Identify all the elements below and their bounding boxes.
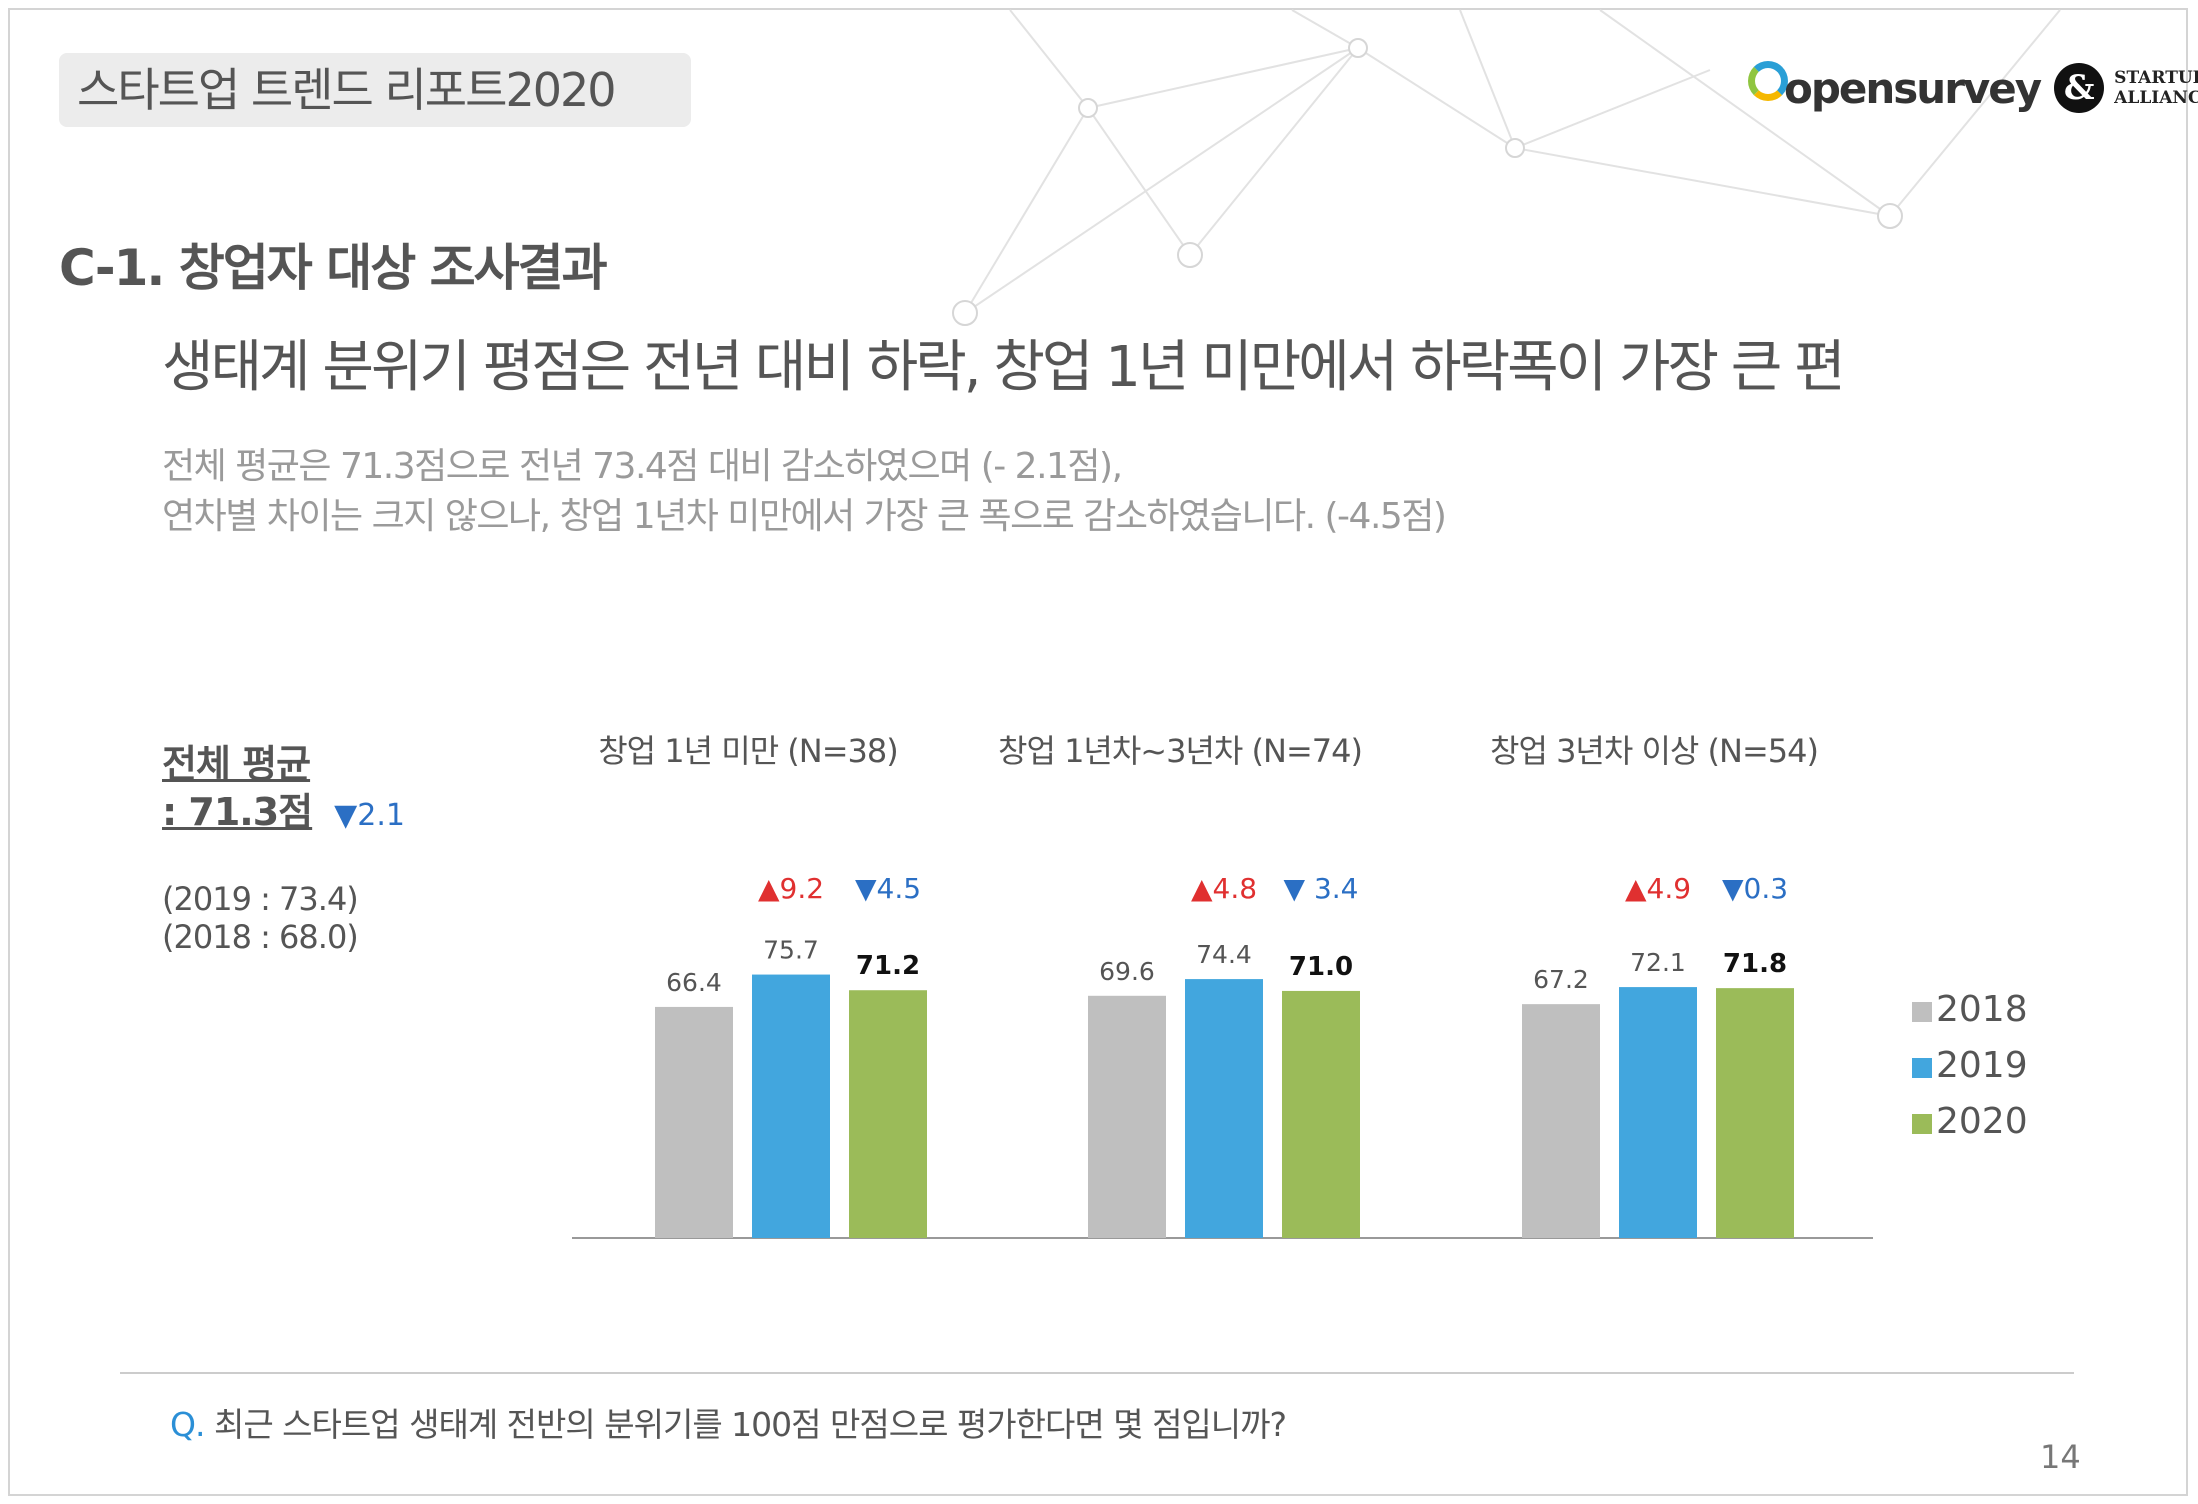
overall-label: 전체 평균 <box>162 742 311 786</box>
change-down-label: ▼0.3 <box>1722 872 1788 905</box>
bar-2018 <box>1522 1004 1600 1238</box>
question-prefix: Q. <box>170 1405 205 1444</box>
prev-2018: (2018 : 68.0) <box>162 918 359 956</box>
category-label: 창업 3년차 이상 (N=54) <box>1490 732 1818 770</box>
bar-2018 <box>1088 995 1166 1238</box>
data-label: 71.8 <box>1723 949 1787 979</box>
data-label: 66.4 <box>666 968 722 997</box>
headline: 생태계 분위기 평점은 전년 대비 하락, 창업 1년 미만에서 하락폭이 가장… <box>162 335 1846 400</box>
ampersand-icon: & <box>2054 63 2105 113</box>
change-up-label: ▲4.8 <box>1191 872 1257 905</box>
network-node <box>952 300 978 326</box>
network-node <box>1078 98 1098 118</box>
bar-2019 <box>752 974 830 1238</box>
divider <box>120 1372 2074 1374</box>
opensurvey-ring-icon <box>1748 61 1788 101</box>
logo: opensurvey & STARTUP ALLIANCE <box>1748 48 2198 128</box>
legend-label: 2018 <box>1936 989 2028 1030</box>
logo-alliance: STARTUP ALLIANCE <box>2114 68 2198 108</box>
legend-swatch <box>1912 1058 1932 1078</box>
logo-line2: ALLIANCE <box>2114 88 2198 108</box>
section-title: C-1. 창업자 대상 조사결과 <box>59 239 608 297</box>
data-label: 71.0 <box>1289 952 1353 982</box>
category-label: 창업 1년차~3년차 (N=74) <box>998 732 1362 770</box>
description-line1: 전체 평균은 71.3점으로 전년 73.4점 대비 감소하였으며 (- 2.1… <box>162 446 1123 487</box>
bar-2020 <box>1282 990 1360 1238</box>
overall-value: : 71.3점 <box>162 790 313 834</box>
previous-averages: (2019 : 73.4) (2018 : 68.0) <box>162 880 359 956</box>
overall-average: 전체 평균 : 71.3점 ▼2.1 <box>162 740 405 836</box>
change-down-label: ▼ 3.4 <box>1284 872 1359 905</box>
survey-question: Q. 최근 스타트업 생태계 전반의 분위기를 100점 만점으로 평가한다면 … <box>170 1398 1287 1446</box>
overall-delta: ▼2.1 <box>334 798 405 833</box>
bar-2018 <box>655 1006 733 1238</box>
bar-2019 <box>1619 987 1697 1238</box>
logo-brand: opensurvey <box>1784 63 2042 113</box>
legend-label: 2020 <box>1936 1101 2028 1142</box>
legend-label: 2019 <box>1936 1045 2028 1086</box>
page-number: 14 <box>2040 1438 2081 1476</box>
report-tag: 스타트업 트렌드 리포트2020 <box>59 53 691 127</box>
logo-line1: STARTUP <box>2114 68 2198 88</box>
data-label: 75.7 <box>763 936 819 965</box>
bar-2020 <box>849 990 927 1238</box>
data-label: 67.2 <box>1533 965 1589 994</box>
change-down-label: ▼4.5 <box>855 872 921 905</box>
network-node <box>1505 138 1525 158</box>
data-label: 69.6 <box>1099 957 1155 986</box>
data-label: 74.4 <box>1196 940 1252 969</box>
bar-2020 <box>1716 988 1794 1238</box>
data-label: 72.1 <box>1630 948 1686 977</box>
legend-swatch <box>1912 1114 1932 1134</box>
description: 전체 평균은 71.3점으로 전년 73.4점 대비 감소하였으며 (- 2.1… <box>162 442 1447 542</box>
network-node <box>1877 203 1903 229</box>
network-node <box>1348 38 1368 58</box>
prev-2019: (2019 : 73.4) <box>162 880 359 918</box>
bar-2019 <box>1185 979 1263 1238</box>
question-text: 최근 스타트업 생태계 전반의 분위기를 100점 만점으로 평가한다면 몇 점… <box>204 1405 1287 1444</box>
data-label: 71.2 <box>856 951 920 981</box>
change-up-label: ▲9.2 <box>758 872 824 905</box>
category-label: 창업 1년 미만 (N=38) <box>598 732 898 770</box>
overall-value-row: : 71.3점 ▼2.1 <box>162 788 405 836</box>
change-up-label: ▲4.9 <box>1625 872 1691 905</box>
legend-swatch <box>1912 1002 1932 1022</box>
bar-chart: 창업 1년 미만 (N=38) 창업 1년차~3년차 (N=74) 창업 3년차 이… <box>572 732 2028 1239</box>
description-line2: 연차별 차이는 크지 않으나, 창업 1년차 미만에서 가장 큰 폭으로 감소하… <box>162 496 1447 537</box>
network-node <box>1177 242 1203 268</box>
slide-frame <box>8 8 2188 1496</box>
